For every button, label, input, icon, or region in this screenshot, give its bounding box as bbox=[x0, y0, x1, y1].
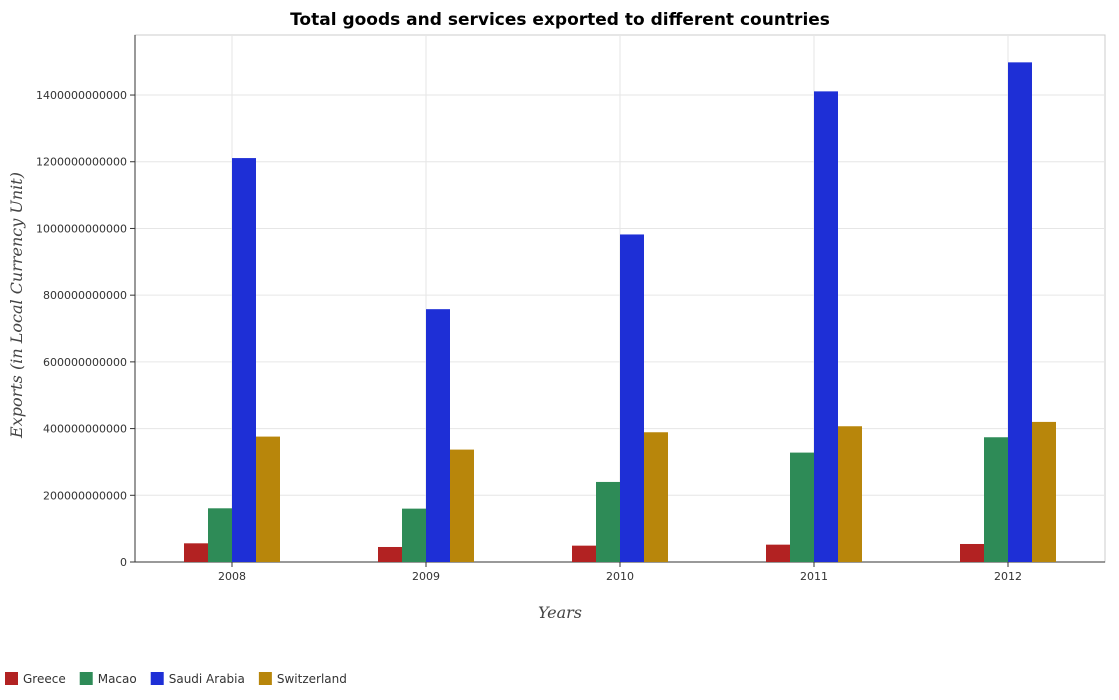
bar-greece bbox=[960, 543, 984, 562]
bar-saudi-arabia bbox=[232, 158, 256, 562]
legend-swatch bbox=[150, 672, 164, 685]
bar-greece bbox=[184, 543, 208, 562]
legend-label: Saudi Arabia bbox=[169, 672, 245, 686]
bar-macao bbox=[402, 508, 426, 562]
plot-area: 0 200000000000 400000000000 600000000000 800… bbox=[36, 34, 1106, 583]
y-tick-label: 600000000000 bbox=[43, 356, 127, 369]
legend-label: Greece bbox=[23, 672, 66, 686]
bar-switzerland bbox=[256, 436, 280, 562]
bar-greece bbox=[766, 544, 790, 562]
y-tick-label: 800000000000 bbox=[43, 289, 127, 302]
bar-macao bbox=[984, 437, 1008, 562]
legend-swatch bbox=[258, 672, 272, 685]
y-tick-label: 1000000000000 bbox=[36, 222, 127, 235]
bar-switzerland bbox=[450, 449, 474, 562]
bar-greece bbox=[572, 545, 596, 562]
legend-label: Switzerland bbox=[277, 672, 347, 686]
bar-switzerland bbox=[838, 426, 862, 562]
bar-macao bbox=[596, 481, 620, 562]
legend-swatch bbox=[79, 672, 93, 685]
bar-saudi-arabia bbox=[620, 234, 644, 563]
bar-saudi-arabia bbox=[426, 309, 450, 562]
bar-macao bbox=[208, 508, 232, 562]
x-tick-label: 2012 bbox=[994, 570, 1022, 583]
y-tick-label: 1400000000000 bbox=[36, 89, 127, 102]
y-tick-label: 400000000000 bbox=[43, 423, 127, 436]
y-axis-label: Exports (in Local Currency Unit) bbox=[7, 172, 26, 439]
bar-switzerland bbox=[644, 432, 668, 562]
bar-saudi-arabia bbox=[1008, 62, 1032, 562]
legend: Greece Macao Saudi Arabia Switzerland bbox=[5, 672, 347, 686]
bar-greece bbox=[378, 546, 402, 562]
legend-swatch bbox=[5, 672, 18, 685]
x-tick-label: 2008 bbox=[218, 570, 246, 583]
y-tick-label: 0 bbox=[120, 556, 127, 569]
legend-label: Macao bbox=[98, 672, 137, 686]
bar-switzerland bbox=[1032, 421, 1056, 562]
x-tick-label: 2009 bbox=[412, 570, 440, 583]
bar-saudi-arabia bbox=[814, 91, 838, 562]
bar-macao bbox=[790, 452, 814, 562]
x-tick-label: 2011 bbox=[800, 570, 828, 583]
y-tick-label: 1200000000000 bbox=[36, 156, 127, 169]
y-tick-label: 200000000000 bbox=[43, 489, 127, 502]
x-tick-label: 2010 bbox=[606, 570, 634, 583]
x-axis-label: Years bbox=[538, 603, 582, 622]
chart-title: Total goods and services exported to dif… bbox=[290, 10, 830, 30]
